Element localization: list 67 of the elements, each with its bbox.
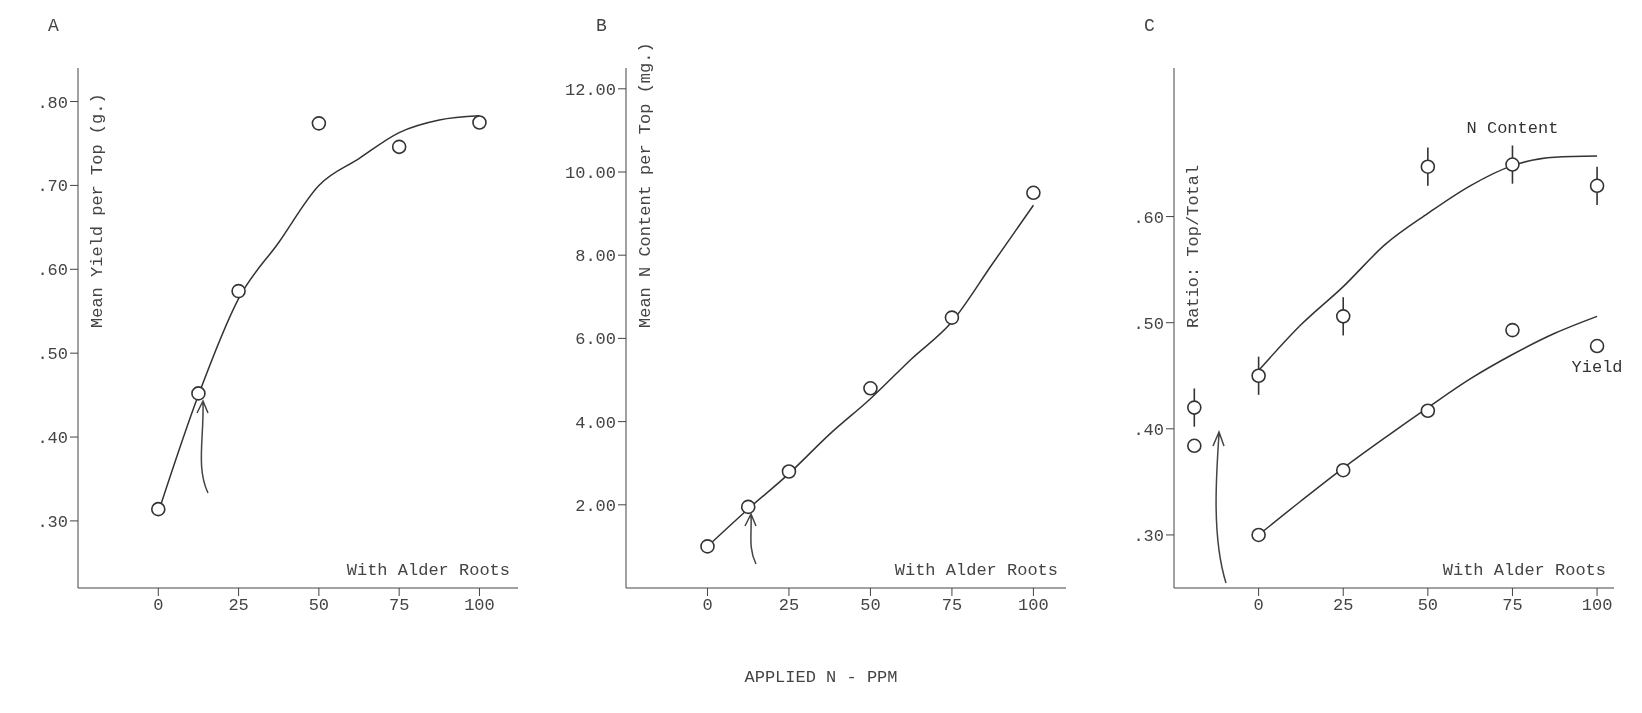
x-tick-label: 100: [1581, 596, 1613, 616]
point: [700, 539, 715, 554]
x-tick-label: 50: [1417, 596, 1439, 616]
y-tick-label: 10.00: [564, 164, 616, 184]
point: [740, 499, 756, 515]
y-tick-label: 8.00: [575, 247, 616, 267]
x-tick-label: 25: [1333, 596, 1354, 616]
y-tick-label: .50: [37, 345, 68, 365]
y-tick-label: .60: [1133, 208, 1164, 228]
y-tick-label: .50: [1133, 314, 1164, 334]
point: [311, 116, 327, 131]
point: [1420, 159, 1436, 174]
y-axis-title: Ratio: Top/Total: [1184, 164, 1204, 328]
y-tick-label: .40: [1133, 420, 1164, 440]
point: [391, 139, 407, 155]
point: [191, 386, 206, 401]
y-tick-label: .30: [1133, 526, 1164, 546]
y-axis-title: Mean N Content per Top (mg.): [636, 42, 656, 328]
point: [1335, 462, 1351, 478]
point: [1187, 438, 1202, 454]
y-tick-label: .70: [37, 177, 68, 197]
point: [1420, 403, 1436, 419]
series-label: N Content: [1466, 118, 1559, 138]
point: [231, 283, 246, 299]
point: [1589, 178, 1605, 194]
y-tick-label: 12.00: [564, 80, 616, 100]
x-tick-label: 0: [153, 596, 164, 616]
x-tick-label: 100: [1018, 596, 1049, 616]
x-axis-title: APPLIED N - PPM: [743, 668, 899, 687]
x-tick-label: 50: [860, 596, 881, 616]
point: [1187, 400, 1202, 415]
annotation: With Alder Roots: [1442, 561, 1606, 580]
x-tick-label: 25: [778, 596, 800, 616]
x-tick-label: 25: [228, 596, 249, 616]
point: [1335, 309, 1351, 324]
chart-title: C: [1144, 16, 1155, 36]
y-tick-label: .30: [37, 512, 68, 532]
chart-title: A: [48, 16, 59, 36]
point: [1251, 368, 1266, 384]
x-tick-label: 50: [308, 596, 330, 616]
y-tick-label: .80: [37, 93, 68, 113]
series-label: Yield: [1571, 358, 1623, 378]
x-tick-label: 75: [1502, 596, 1523, 616]
point: [944, 310, 960, 325]
chart-title: B: [596, 16, 607, 36]
point: [150, 501, 166, 517]
point: [472, 115, 487, 130]
annotation: With Alder Roots: [346, 561, 510, 580]
point: [1251, 527, 1266, 543]
point: [1026, 185, 1041, 201]
y-tick-label: 6.00: [575, 330, 616, 350]
point: [1505, 322, 1520, 338]
x-tick-label: 0: [702, 596, 713, 616]
y-tick-label: 2.00: [575, 496, 616, 516]
y-axis-title: Mean Yield per Top (g.): [88, 93, 108, 328]
x-tick-label: 100: [464, 596, 495, 616]
y-tick-label: 4.00: [575, 413, 616, 433]
annotation: With Alder Roots: [894, 561, 1058, 580]
x-tick-label: 75: [941, 596, 963, 616]
y-tick-label: .40: [37, 429, 68, 449]
point: [1589, 338, 1605, 354]
point: [1505, 157, 1520, 172]
point: [781, 464, 797, 479]
x-tick-label: 75: [388, 596, 410, 616]
point: [863, 381, 878, 396]
y-tick-label: .60: [37, 261, 68, 281]
x-tick-label: 0: [1253, 596, 1264, 616]
